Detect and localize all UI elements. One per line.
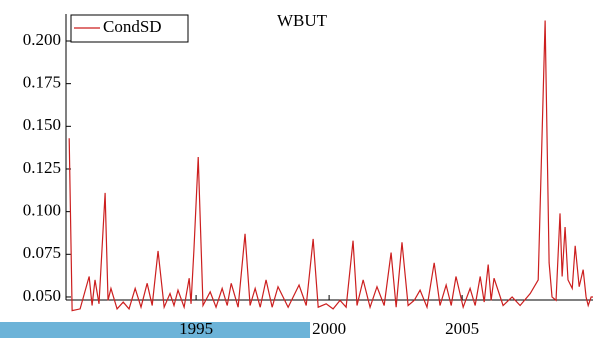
y-tick-label: 0.200	[23, 30, 61, 49]
y-tick-label: 0.150	[23, 115, 61, 134]
x-tick-label: 2000	[312, 319, 346, 338]
legend: CondSD	[70, 14, 189, 43]
y-tick-label: 0.125	[23, 158, 61, 177]
legend-label: CondSD	[103, 17, 162, 36]
range-bar	[0, 322, 310, 338]
x-tick-label: 2005	[445, 319, 479, 338]
y-tick-label: 0.050	[23, 286, 61, 305]
series-line	[68, 20, 593, 312]
y-tick-label: 0.175	[23, 73, 61, 92]
y-tick-label: 0.100	[23, 201, 61, 220]
y-tick-label: 0.075	[23, 243, 61, 262]
x-tick-label: 1995	[179, 319, 213, 338]
chart-title: WBUT	[277, 11, 328, 30]
